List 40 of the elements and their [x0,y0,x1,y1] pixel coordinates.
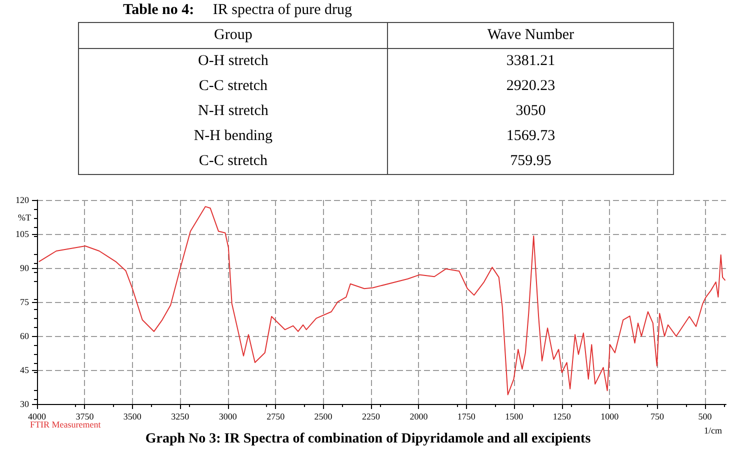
y-tick-label: 90 [20,263,30,273]
category-label: C-C stretch [198,153,268,169]
x-tick-label: 1750 [457,412,476,422]
x-tick-label: 500 [698,412,712,422]
category-label: N-H stretch [198,103,268,119]
x-tick-label: 3500 [123,412,142,422]
category-label: N-H bending [194,128,273,144]
x-tick-label: 1500 [505,412,524,422]
text: Graph No 3: IR Spectra of combination of Dipyridamole and all excipients [145,432,592,446]
y-tick-label: 30 [20,399,30,409]
text: Group [78,22,388,48]
x-axis-title: 1/cm [704,426,722,436]
x-tick-label: 2250 [362,412,381,422]
x-tick-label: 2750 [266,412,286,422]
x-tick-label: 3750 [76,412,94,422]
chart-title: Table no 4: IR spectra of pure drug [123,2,352,18]
category-label: C-C stretch [198,78,268,94]
y-tick-label: 120 [16,195,30,205]
category-label: Wave Number [388,22,674,48]
x-tick-label: 1000 [600,412,620,422]
text: FTIR Measurement [30,420,102,430]
x-tick-label: 4000 [28,412,46,422]
y-tick-label: 60 [20,331,30,341]
text: 759.95 [510,153,552,169]
x-tick-label: 2000 [410,412,428,422]
x-tick-label: 1250 [552,412,572,422]
x-tick-label: 3250 [171,412,190,422]
y-tick-label: 45 [20,365,30,375]
y-tick-label: 105 [16,229,30,239]
category-label: O-H stretch [198,53,268,69]
text: 3050 [516,103,546,119]
x-tick-label: 2500 [314,412,333,422]
text: 1569.73 [506,128,556,144]
x-tick-label: 750 [650,412,665,422]
y-tick-label: 75 [20,297,30,307]
line-series [38,206,726,396]
y-axis-title: %T [18,212,32,222]
text: 2920.23 [506,78,556,94]
x-tick-label: 3000 [218,412,238,422]
text: 3381.21 [506,53,556,69]
